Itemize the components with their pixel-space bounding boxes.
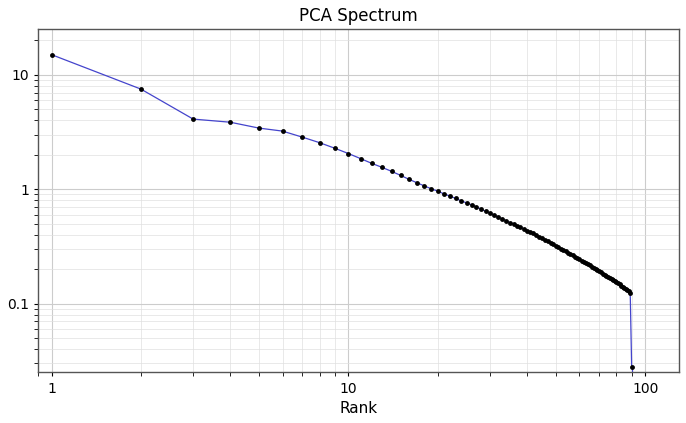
Title: PCA Spectrum: PCA Spectrum [299,7,418,25]
X-axis label: Rank: Rank [340,401,377,416]
